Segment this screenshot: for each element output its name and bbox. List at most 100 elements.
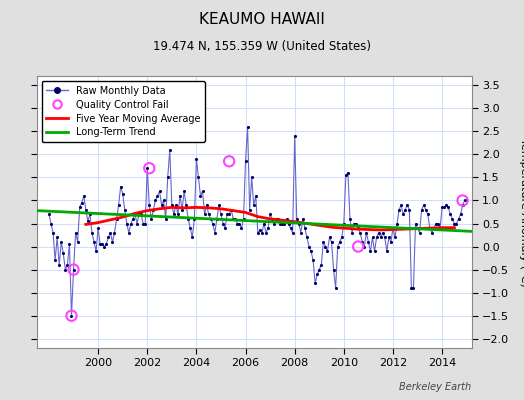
- Point: [346, 216, 354, 222]
- Point: [196, 193, 205, 199]
- Point: [186, 225, 194, 231]
- Point: [49, 230, 57, 236]
- Point: [282, 216, 291, 222]
- Point: [123, 220, 131, 227]
- Point: [287, 225, 295, 231]
- Point: [96, 241, 104, 248]
- Point: [418, 206, 426, 213]
- Point: [168, 202, 176, 208]
- Point: [430, 225, 438, 231]
- Point: [436, 225, 444, 231]
- Point: [411, 220, 420, 227]
- Point: [184, 216, 192, 222]
- Point: [242, 158, 250, 164]
- Point: [190, 216, 199, 222]
- Point: [317, 262, 325, 268]
- Text: KEAUMO HAWAII: KEAUMO HAWAII: [199, 12, 325, 27]
- Point: [202, 202, 211, 208]
- Text: Berkeley Earth: Berkeley Earth: [399, 382, 472, 392]
- Point: [254, 230, 262, 236]
- Point: [131, 211, 139, 218]
- Point: [458, 197, 467, 204]
- Point: [211, 230, 219, 236]
- Point: [319, 239, 328, 245]
- Point: [383, 248, 391, 254]
- Point: [423, 211, 432, 218]
- Point: [452, 220, 461, 227]
- Point: [199, 188, 207, 194]
- Point: [200, 211, 209, 218]
- Point: [86, 211, 94, 218]
- Point: [114, 202, 123, 208]
- Point: [166, 146, 174, 153]
- Point: [223, 211, 231, 218]
- Point: [219, 220, 227, 227]
- Point: [176, 193, 184, 199]
- Point: [389, 225, 397, 231]
- Point: [243, 124, 252, 130]
- Point: [413, 225, 422, 231]
- Point: [332, 285, 340, 291]
- Point: [366, 248, 375, 254]
- Point: [344, 170, 352, 176]
- Point: [258, 230, 266, 236]
- Point: [53, 234, 61, 240]
- Point: [88, 230, 96, 236]
- Point: [330, 266, 338, 273]
- Point: [229, 216, 237, 222]
- Point: [154, 193, 162, 199]
- Point: [90, 239, 98, 245]
- Point: [227, 206, 235, 213]
- Point: [84, 218, 92, 224]
- Point: [209, 220, 217, 227]
- Point: [360, 243, 368, 250]
- Point: [285, 220, 293, 227]
- Point: [380, 234, 389, 240]
- Point: [139, 220, 147, 227]
- Point: [141, 220, 149, 227]
- Point: [125, 230, 133, 236]
- Point: [354, 243, 362, 250]
- Point: [147, 216, 156, 222]
- Point: [237, 225, 246, 231]
- Point: [194, 174, 203, 181]
- Point: [57, 239, 66, 245]
- Point: [373, 234, 381, 240]
- Point: [170, 211, 178, 218]
- Point: [239, 216, 248, 222]
- Point: [129, 216, 137, 222]
- Point: [268, 216, 276, 222]
- Point: [73, 239, 82, 245]
- Point: [348, 230, 356, 236]
- Point: [313, 271, 321, 278]
- Point: [151, 197, 160, 204]
- Point: [118, 190, 127, 197]
- Point: [461, 197, 469, 204]
- Point: [82, 206, 90, 213]
- Point: [106, 230, 115, 236]
- Point: [249, 202, 258, 208]
- Point: [262, 230, 270, 236]
- Point: [307, 248, 315, 254]
- Point: [301, 225, 309, 231]
- Point: [264, 225, 272, 231]
- Point: [102, 241, 111, 248]
- Point: [358, 239, 366, 245]
- Point: [69, 266, 78, 273]
- Point: [444, 204, 452, 210]
- Point: [75, 204, 84, 210]
- Point: [67, 312, 75, 319]
- Point: [143, 165, 151, 172]
- Point: [108, 239, 117, 245]
- Point: [378, 230, 387, 236]
- Point: [111, 230, 119, 236]
- Point: [78, 200, 86, 206]
- Point: [397, 202, 406, 208]
- Point: [376, 234, 385, 240]
- Point: [233, 220, 242, 227]
- Point: [315, 266, 323, 273]
- Point: [278, 220, 287, 227]
- Point: [438, 204, 446, 210]
- Point: [149, 206, 158, 213]
- Point: [335, 239, 344, 245]
